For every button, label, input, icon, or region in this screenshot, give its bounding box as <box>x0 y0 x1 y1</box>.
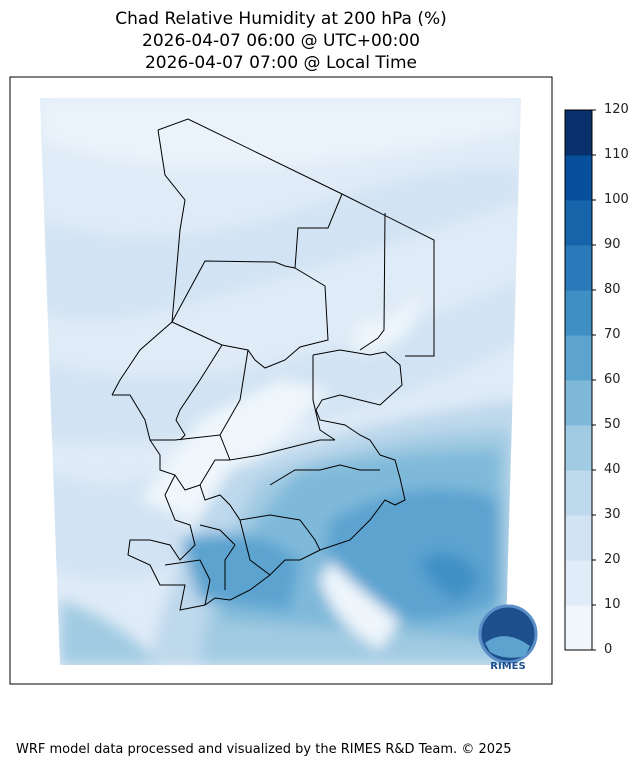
colorbar-tick-label: 60 <box>604 372 621 387</box>
colorbar-tick-label: 0 <box>604 642 613 657</box>
colorbar-segment <box>565 245 592 291</box>
colorbar-tick-label: 90 <box>604 237 621 252</box>
colorbar-tick-label: 70 <box>604 327 621 342</box>
colorbar-segment <box>565 335 592 381</box>
colorbar-tick-label: 20 <box>604 552 621 567</box>
colorbar-tick-label: 40 <box>604 462 621 477</box>
colorbar-tick-label: 120 <box>604 102 629 117</box>
colorbar-segment <box>565 380 592 426</box>
colorbar-tick-label: 100 <box>604 192 629 207</box>
colorbar-segment <box>565 200 592 246</box>
colorbar-tick-label: 80 <box>604 282 621 297</box>
title-line-2: 2026-04-07 06:00 @ UTC+00:00 <box>142 31 420 51</box>
colorbar-segment <box>565 560 592 606</box>
colorbar-tick-label: 110 <box>604 147 629 162</box>
colorbar-segment <box>565 470 592 516</box>
rimes-logo <box>478 604 538 664</box>
colorbar-segment <box>565 605 592 651</box>
title-line-1: Chad Relative Humidity at 200 hPa (%) <box>115 9 447 29</box>
colorbar <box>564 109 596 651</box>
colorbar-tick-label: 30 <box>604 507 621 522</box>
rimes-logo-text: RIMES <box>490 661 526 672</box>
title-line-3: 2026-04-07 07:00 @ Local Time <box>144 53 418 73</box>
country-borders <box>111 118 435 611</box>
humidity-field <box>40 98 521 665</box>
colorbar-segment <box>565 290 592 336</box>
colorbar-tick-label: 50 <box>604 417 621 432</box>
colorbar-segment <box>565 515 592 561</box>
footer-credit: WRF model data processed and visualized … <box>16 742 512 757</box>
colorbar-segment <box>565 425 592 471</box>
colorbar-segment <box>565 155 592 201</box>
colorbar-segment <box>565 110 592 156</box>
colorbar-tick-label: 10 <box>604 597 621 612</box>
